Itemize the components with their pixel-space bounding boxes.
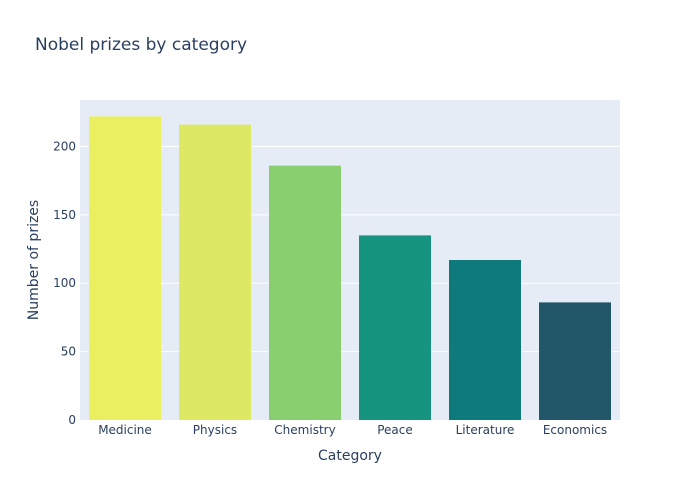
x-tick-label-literature: Literature (456, 423, 515, 437)
bar-medicine[interactable] (89, 116, 161, 421)
bar-chemistry[interactable] (269, 165, 341, 420)
bar-physics[interactable] (179, 124, 251, 420)
bar-peace[interactable] (359, 235, 431, 420)
plot-area (80, 100, 620, 420)
x-axis-title: Category (318, 448, 382, 464)
x-tick-labels: Medicine Physics Chemistry Peace Literature E… (98, 423, 607, 437)
x-tick-label-medicine: Medicine (98, 423, 152, 437)
x-tick-label-physics: Physics (193, 423, 237, 437)
x-tick-label-chemistry: Chemistry (274, 423, 335, 437)
y-tick-label: 50 (61, 345, 76, 359)
x-tick-label-peace: Peace (377, 423, 413, 437)
bars (89, 116, 611, 421)
y-tick-label: 0 (68, 413, 76, 427)
bar-economics[interactable] (539, 302, 611, 420)
chart-title: Nobel prizes by category (35, 35, 247, 55)
y-tick-labels: 0 50 100 150 200 (53, 139, 76, 427)
y-axis-title: Number of prizes (26, 200, 42, 320)
y-tick-label: 100 (53, 276, 76, 290)
y-gridlines (80, 145, 620, 353)
y-tick-label: 200 (53, 139, 76, 153)
x-tick-label-economics: Economics (543, 423, 607, 437)
bar-literature[interactable] (449, 260, 521, 420)
y-tick-label: 150 (53, 208, 76, 222)
